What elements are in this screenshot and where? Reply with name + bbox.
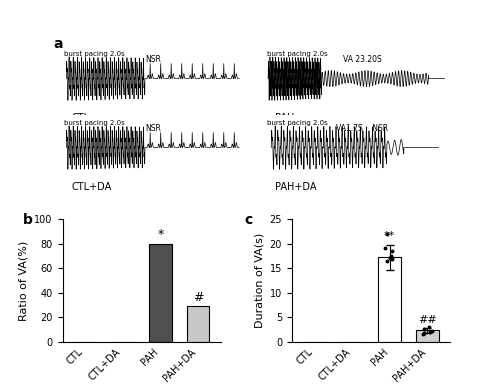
Text: CTL+DA: CTL+DA	[72, 182, 112, 192]
Point	[425, 324, 433, 330]
Text: NSR: NSR	[146, 124, 162, 133]
Text: #: #	[193, 291, 203, 304]
Bar	[416, 331, 438, 342]
Text: a: a	[54, 37, 63, 51]
Text: c: c	[244, 213, 252, 227]
Point	[420, 326, 428, 333]
Point	[428, 328, 436, 334]
Text: burst pacing 2.0s: burst pacing 2.0s	[268, 120, 328, 126]
Bar	[378, 257, 401, 342]
Text: PAH+DA: PAH+DA	[274, 182, 316, 192]
Text: PAH: PAH	[274, 113, 294, 123]
Text: burst pacing 2.0s: burst pacing 2.0s	[64, 120, 125, 126]
Text: *: *	[158, 228, 164, 241]
Point	[386, 255, 394, 262]
Bar	[187, 306, 210, 342]
Point	[387, 253, 395, 259]
Text: burst pacing 2.0s: burst pacing 2.0s	[268, 51, 328, 57]
Point	[382, 245, 390, 252]
Text: b: b	[23, 213, 33, 227]
Text: CTL: CTL	[72, 113, 90, 123]
Point	[384, 258, 392, 264]
Point	[420, 330, 428, 336]
Point	[388, 256, 396, 262]
Point	[426, 329, 434, 335]
Y-axis label: Ratio of VA(%): Ratio of VA(%)	[19, 240, 29, 321]
Text: VA1.7S    NSR: VA1.7S NSR	[336, 124, 388, 133]
Point	[388, 248, 396, 254]
Text: burst pacing 2.0s: burst pacing 2.0s	[64, 51, 125, 57]
Bar	[149, 243, 172, 342]
Y-axis label: Duration of VA(s): Duration of VA(s)	[254, 233, 264, 328]
Text: ##: ##	[418, 315, 437, 325]
Text: VA 23.20S: VA 23.20S	[343, 55, 382, 64]
Text: NSR: NSR	[146, 55, 162, 64]
Point	[383, 231, 391, 237]
Point	[419, 331, 427, 338]
Text: **: **	[384, 231, 396, 241]
